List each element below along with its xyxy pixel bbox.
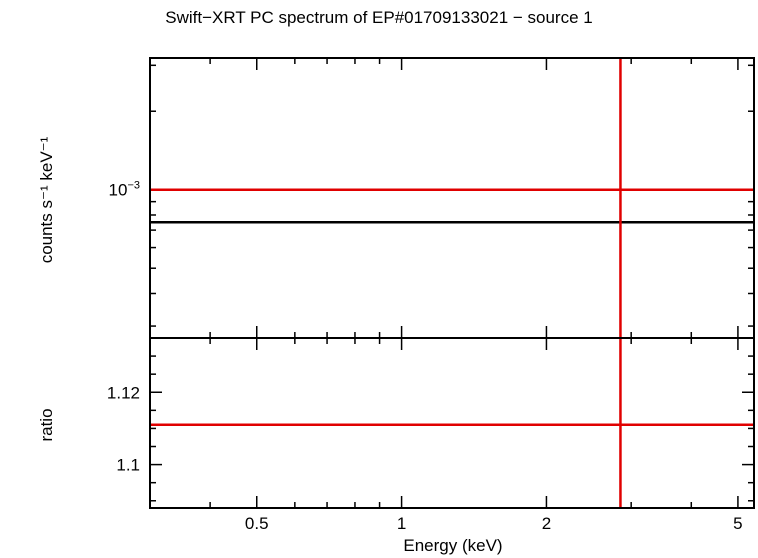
y-tick-label: 1.12 bbox=[107, 383, 140, 402]
x-tick-label: 1 bbox=[397, 514, 406, 533]
x-tick-label: 0.5 bbox=[245, 514, 269, 533]
x-tick-label: 5 bbox=[733, 514, 742, 533]
chart-title: Swift−XRT PC spectrum of EP#01709133021 … bbox=[165, 8, 593, 27]
plot-frame-bottom bbox=[149, 337, 755, 509]
x-axis-label: Energy (keV) bbox=[403, 536, 503, 555]
x-tick-label: 2 bbox=[542, 514, 551, 533]
y-tick-label: 1.1 bbox=[116, 456, 140, 475]
plot-frame-top bbox=[149, 57, 755, 339]
y-tick-label: 10−3 bbox=[109, 180, 140, 200]
